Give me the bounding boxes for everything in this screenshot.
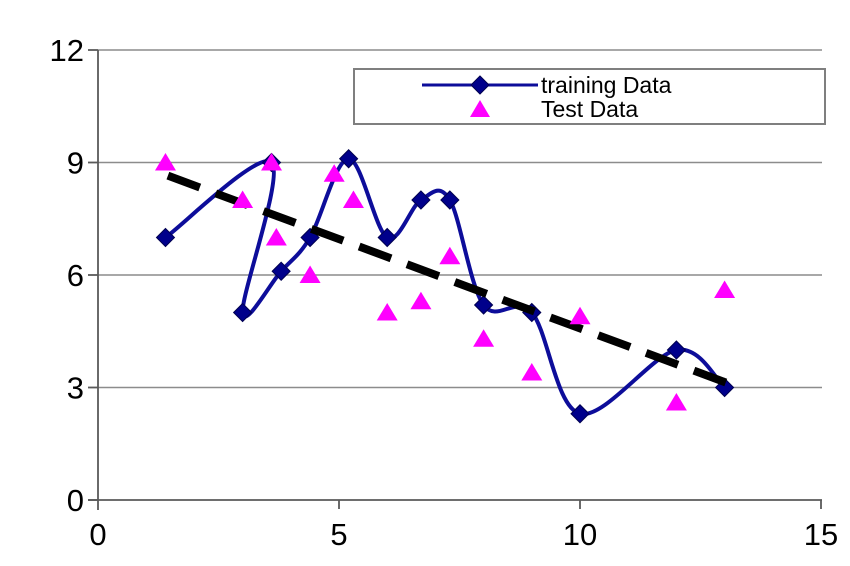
test-point-12	[569, 306, 591, 325]
y-axis-label-3: 3	[67, 371, 84, 406]
training-point-0	[155, 227, 176, 248]
training-point-3	[271, 261, 291, 281]
test-point-6	[342, 190, 364, 208]
test-point-4	[299, 265, 321, 283]
legend-row-training: training Data	[355, 73, 824, 97]
test-point-14	[714, 280, 736, 298]
training-point-6	[377, 227, 397, 248]
training-point-2	[232, 302, 253, 323]
legend-label-test: Test Data	[541, 96, 639, 122]
legend: training Data Test Data	[353, 68, 826, 125]
x-axis-label-5: 5	[330, 517, 347, 552]
training-point-8	[440, 190, 460, 210]
y-axis-label-0: 0	[67, 483, 84, 518]
x-axis-label-10: 10	[563, 517, 597, 552]
test-point-9	[439, 246, 461, 265]
legend-label-training: training Data	[541, 72, 672, 98]
training-data-line-diamond-icon	[422, 75, 538, 95]
training-point-12	[666, 340, 687, 360]
test-point-13	[665, 393, 687, 411]
test-point-11	[521, 363, 543, 381]
test-point-8	[410, 291, 432, 310]
training-point-9	[473, 295, 494, 315]
training-point-5	[338, 149, 359, 169]
x-axis-label-0: 0	[89, 517, 106, 552]
test-point-1	[232, 190, 254, 208]
y-axis-label-12: 12	[50, 33, 84, 68]
test-point-7	[376, 303, 398, 321]
legend-row-test: Test Data	[355, 97, 824, 121]
test-point-5	[323, 164, 345, 182]
test-data-triangle-icon	[470, 100, 490, 117]
x-axis-label-15: 15	[804, 517, 838, 552]
training-point-11	[570, 404, 590, 424]
test-point-10	[473, 329, 495, 347]
training-point-7	[411, 190, 431, 210]
test-point-3	[265, 228, 287, 246]
y-axis-label-9: 9	[67, 146, 84, 181]
test-point-0	[154, 153, 176, 171]
test-point-2	[261, 153, 283, 171]
y-axis-label-6: 6	[67, 258, 84, 293]
